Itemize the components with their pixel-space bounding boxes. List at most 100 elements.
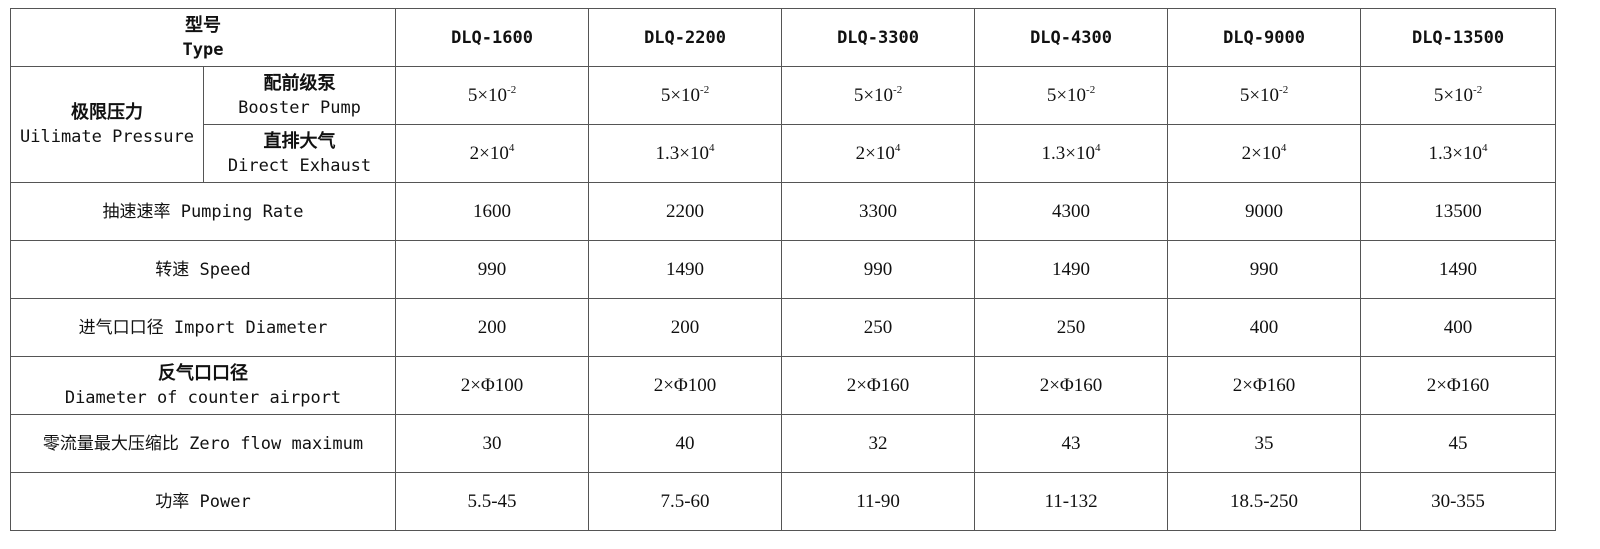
value-cell: 5×10-2: [1360, 66, 1557, 125]
row-label: 功率 Power: [9, 472, 397, 531]
value-cell: 30: [395, 414, 590, 473]
value-cell: 43: [974, 414, 1169, 473]
spec-row: 抽速速率 Pumping Rate 1600 2200 3300 4300 9000 135…: [9, 182, 1557, 241]
value-cell: 32: [781, 414, 976, 473]
row-label: 配前级泵 Booster Pump: [202, 66, 397, 125]
value-cell: 2200: [588, 182, 783, 241]
model-header: DLQ-3300: [781, 8, 976, 67]
model-header: DLQ-9000: [1167, 8, 1362, 67]
header-row: 型号 Type DLQ-1600 DLQ-2200 DLQ-3300 DLQ-4300 DL…: [9, 8, 1557, 67]
value-exponent: 4: [1280, 141, 1287, 154]
label-line: 抽速速率 Pumping Rate: [102, 201, 304, 222]
label-line: Direct Exhaust: [227, 155, 372, 176]
spec-row: 功率 Power 5.5-45 7.5-60 11-90 11-132 18.5-250 3…: [9, 472, 1557, 531]
value-cell: 9000: [1167, 182, 1362, 241]
label-line: Booster Pump: [238, 97, 361, 118]
row-label: 极限压力 Uilimate Pressure: [10, 66, 204, 183]
value-cell: 1490: [588, 240, 783, 299]
value-cell: 1490: [974, 240, 1169, 299]
row-label: 反气口口径 Diameter of counter airport: [9, 356, 397, 415]
value-cell: 1.3×104: [588, 124, 783, 183]
value-cell: 30-355: [1360, 472, 1557, 531]
row-label: 直排大气 Direct Exhaust: [202, 124, 397, 183]
value-base: 5×10: [467, 84, 508, 106]
row-label: 抽速速率 Pumping Rate: [9, 182, 397, 241]
value-cell: 2×Φ160: [974, 356, 1169, 415]
value-base: 1.3×10: [655, 142, 709, 164]
value-base: 2×10: [855, 142, 895, 164]
row-label: 零流量最大压缩比 Zero flow maximum: [9, 414, 397, 473]
value-cell: 7.5-60: [588, 472, 783, 531]
value-exponent: -2: [1086, 83, 1096, 96]
row-label: 进气口口径 Import Diameter: [9, 298, 397, 357]
label-line: 转速 Speed: [155, 259, 251, 280]
value-cell: 5×10-2: [974, 66, 1169, 125]
value-exponent: 4: [1095, 141, 1101, 154]
model-header: DLQ-4300: [974, 8, 1169, 67]
pressure-row: 直排大气 Direct Exhaust 2×104 1.3×104 2×104 1.3×1…: [11, 124, 1557, 183]
value-base: 5×10: [1046, 84, 1087, 106]
value-cell: 200: [588, 298, 783, 357]
value-base: 5×10: [853, 84, 894, 106]
value-cell: 5×10-2: [395, 66, 590, 125]
value-base: 5×10: [1239, 84, 1280, 106]
value-cell: 5×10-2: [1167, 66, 1362, 125]
value-cell: 2×104: [1167, 124, 1362, 183]
value-cell: 990: [781, 240, 976, 299]
value-base: 5×10: [660, 84, 701, 106]
value-cell: 11-90: [781, 472, 976, 531]
value-cell: 5×10-2: [588, 66, 783, 125]
label-line: 功率 Power: [155, 491, 251, 512]
value-exponent: 4: [1482, 141, 1488, 154]
value-cell: 35: [1167, 414, 1362, 473]
value-cell: 13500: [1360, 182, 1557, 241]
value-exponent: 4: [709, 141, 715, 154]
spec-row: 转速 Speed 990 1490 990 1490 990 1490: [9, 240, 1557, 299]
value-cell: 250: [974, 298, 1169, 357]
value-cell: 2×Φ160: [1360, 356, 1557, 415]
value-cell: 1.3×104: [974, 124, 1169, 183]
value-base: 2×10: [1241, 142, 1281, 164]
spec-row: 零流量最大压缩比 Zero flow maximum 30 40 32 43 35 45: [9, 414, 1557, 473]
model-header: DLQ-1600: [395, 8, 590, 67]
label-line: 直排大气: [263, 130, 336, 152]
label-line: Type: [182, 39, 224, 60]
value-cell: 250: [781, 298, 976, 357]
value-base: 5×10: [1433, 84, 1474, 106]
model-header: DLQ-13500: [1360, 8, 1557, 67]
value-cell: 1.3×104: [1360, 124, 1557, 183]
value-cell: 2×104: [395, 124, 590, 183]
value-cell: 1490: [1360, 240, 1557, 299]
pressure-row: 极限压力 Uilimate Pressure 配前级泵 Booster Pump 5×1…: [10, 66, 1557, 183]
value-exponent: 4: [508, 141, 515, 154]
value-exponent: -2: [507, 83, 517, 96]
label-line: 进气口口径 Import Diameter: [78, 317, 328, 338]
label-line: 型号: [185, 14, 221, 36]
value-cell: 18.5-250: [1167, 472, 1362, 531]
label-line: 零流量最大压缩比 Zero flow maximum: [42, 433, 364, 454]
table-body: 型号 Type DLQ-1600 DLQ-2200 DLQ-3300 DLQ-4300 DL…: [9, 8, 1557, 531]
value-exponent: -2: [1279, 83, 1289, 96]
value-exponent: 4: [894, 141, 901, 154]
value-cell: 1600: [395, 182, 590, 241]
spec-row: 进气口口径 Import Diameter 200 200 250 250 400 400: [9, 298, 1557, 357]
value-cell: 2×Φ160: [781, 356, 976, 415]
value-exponent: -2: [893, 83, 903, 96]
value-cell: 2×Φ100: [588, 356, 783, 415]
label-line: 配前级泵: [263, 72, 336, 94]
value-cell: 2×Φ160: [1167, 356, 1362, 415]
value-base: 2×10: [469, 142, 509, 164]
value-cell: 200: [395, 298, 590, 357]
value-cell: 2×Φ100: [395, 356, 590, 415]
model-header: DLQ-2200: [588, 8, 783, 67]
row-label: 型号 Type: [9, 8, 397, 67]
label-line: 反气口口径: [158, 362, 248, 384]
value-cell: 5×10-2: [781, 66, 976, 125]
value-cell: 3300: [781, 182, 976, 241]
value-cell: 400: [1167, 298, 1362, 357]
row-label: 转速 Speed: [9, 240, 397, 299]
value-cell: 990: [1167, 240, 1362, 299]
label-line: Uilimate Pressure: [20, 126, 194, 147]
value-cell: 11-132: [974, 472, 1169, 531]
